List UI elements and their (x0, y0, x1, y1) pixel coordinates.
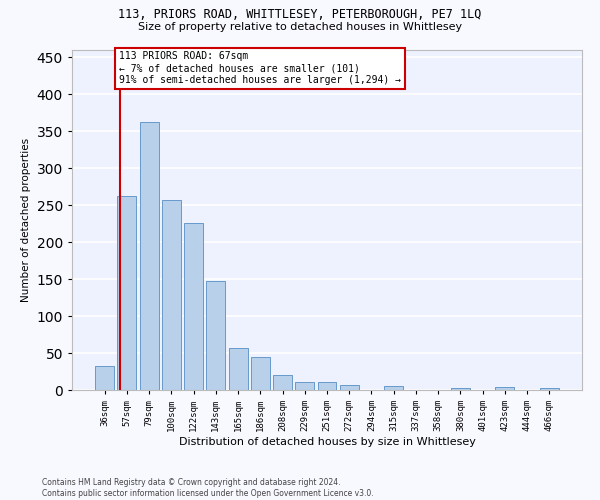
Bar (229, 348, 248, 390)
Text: Size of property relative to detached houses in Whittlesey: Size of property relative to detached ho… (138, 22, 462, 32)
Bar (295, 382, 314, 390)
Bar (540, 388, 559, 390)
Bar (340, 385, 359, 390)
Bar (273, 375, 292, 390)
Bar (140, 122, 158, 390)
Text: 113, PRIORS ROAD, WHITTLESEY, PETERBOROUGH, PE7 1LQ: 113, PRIORS ROAD, WHITTLESEY, PETERBOROU… (118, 8, 482, 20)
Y-axis label: Number of detached properties: Number of detached properties (21, 138, 31, 302)
Bar (384, 386, 403, 390)
Bar (251, 356, 270, 390)
Bar (451, 388, 470, 390)
Text: 113 PRIORS ROAD: 67sqm
← 7% of detached houses are smaller (101)
91% of semi-det: 113 PRIORS ROAD: 67sqm ← 7% of detached … (119, 52, 401, 84)
Bar (496, 387, 514, 390)
X-axis label: Distribution of detached houses by size in Whittlesey: Distribution of detached houses by size … (179, 437, 475, 447)
Bar (162, 200, 181, 390)
Bar (95, 366, 114, 390)
Bar (317, 382, 337, 390)
Bar (118, 196, 136, 390)
Text: Contains HM Land Registry data © Crown copyright and database right 2024.
Contai: Contains HM Land Registry data © Crown c… (42, 478, 374, 498)
Bar (184, 223, 203, 390)
Bar (206, 280, 225, 390)
